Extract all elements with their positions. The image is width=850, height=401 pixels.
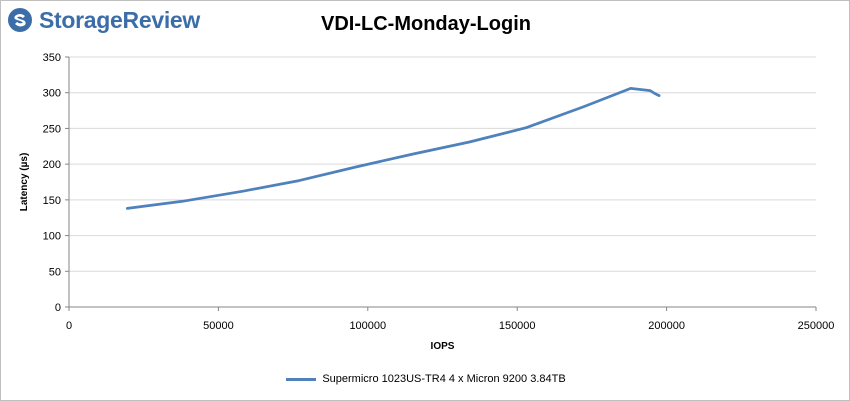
legend-swatch <box>286 377 317 381</box>
x-tick-label: 0 <box>66 320 72 332</box>
y-tick-label: 50 <box>49 266 61 278</box>
y-tick-label: 0 <box>55 302 61 314</box>
x-tick-label: 150000 <box>499 320 536 332</box>
x-tick-label: 200000 <box>648 320 685 332</box>
x-tick-label: 100000 <box>349 320 386 332</box>
x-tick-label: 50000 <box>203 320 234 332</box>
legend-label: Supermicro 1023US-TR4 4 x Micron 9200 3.… <box>322 373 566 385</box>
y-tick-labels: 0 50 100 150 200 250 300 350 <box>43 52 69 314</box>
series-line <box>125 87 661 210</box>
y-tick-label: 300 <box>43 88 61 100</box>
y-tick-label: 250 <box>43 123 61 135</box>
x-axis-title: IOPS <box>431 341 455 352</box>
storagereview-logo-icon <box>8 8 32 32</box>
y-tick-label: 100 <box>43 231 61 243</box>
y-axis-title: Latency (µs) <box>19 153 30 212</box>
legend: Supermicro 1023US-TR4 4 x Micron 9200 3.… <box>1 373 850 385</box>
y-tick-label: 200 <box>43 159 61 171</box>
axes <box>68 57 816 308</box>
chart-title: VDI-LC-Monday-Login <box>321 13 531 35</box>
x-tick-labels: 0 50000 100000 150000 200000 250000 <box>66 307 834 332</box>
series-lines <box>125 87 661 210</box>
storagereview-logo: StorageReview <box>7 5 200 35</box>
x-tick-label: 250000 <box>798 320 835 332</box>
grid-lines <box>69 56 816 272</box>
y-tick-label: 150 <box>43 195 61 207</box>
y-tick-label: 350 <box>43 52 61 64</box>
logo-text: StorageReview <box>39 6 200 33</box>
